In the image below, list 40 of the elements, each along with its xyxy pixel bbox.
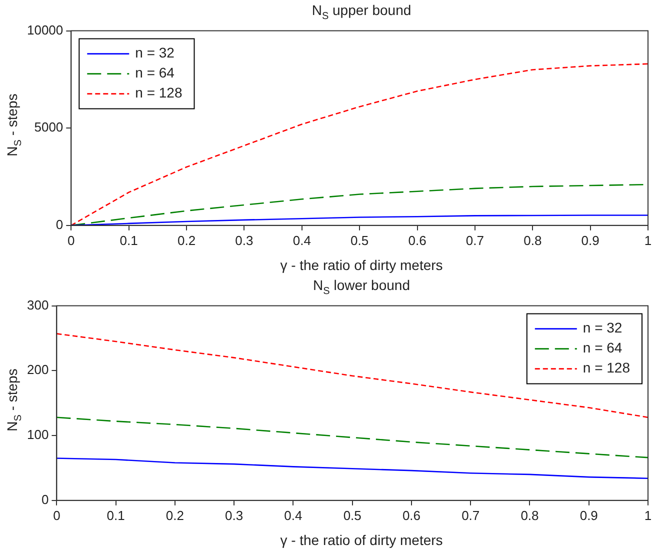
x-tick-label: 0: [68, 232, 75, 248]
y-tick-label: 200: [26, 362, 49, 378]
legend-label: n = 32: [135, 44, 175, 61]
x-tick-label: 0.9: [580, 508, 598, 523]
legend-label: n = 64: [135, 64, 175, 81]
y-tick-label: 0: [56, 216, 64, 232]
x-tick-label: 1: [644, 232, 652, 248]
line-series: [56, 333, 648, 418]
legend-label: n = 128: [135, 84, 182, 101]
x-axis-title: γ - the ratio of dirty meters: [279, 257, 444, 273]
legend-label: n = 32: [582, 320, 622, 336]
x-tick-label: 0.3: [235, 232, 254, 248]
x-tick-label: 0.2: [166, 508, 184, 523]
x-tick-label: 0.9: [581, 232, 600, 248]
chart-title: N$_{S}$ lower bound: [312, 277, 411, 297]
x-axis-title: γ - the ratio of dirty meters: [279, 532, 444, 548]
y-tick-label: 300: [26, 297, 49, 312]
y-tick-label: 0: [41, 492, 49, 507]
legend-label: n = 128: [582, 360, 630, 376]
y-tick-label: 10000: [26, 22, 64, 38]
x-tick-label: 0.8: [520, 508, 539, 523]
legend-label: n = 64: [582, 340, 622, 356]
y-tick-label: 100: [26, 427, 49, 442]
line-series: [56, 416, 648, 458]
x-tick-label: 0.6: [402, 508, 421, 523]
x-tick-label: 0.1: [106, 508, 125, 523]
x-tick-label: 0.2: [177, 232, 196, 248]
x-tick-label: 0.3: [225, 508, 244, 523]
x-tick-label: 0.4: [292, 232, 311, 248]
x-tick-label: 0.7: [466, 232, 484, 248]
x-tick-label: 0.7: [462, 508, 480, 523]
x-tick-label: 0.5: [343, 508, 362, 523]
x-tick-label: 0.5: [350, 232, 369, 248]
x-tick-label: 0.6: [408, 232, 426, 248]
x-tick-label: 0.8: [524, 232, 542, 248]
chart-title: N$_{S}$ upper bound: [310, 2, 412, 22]
x-tick-label: 0.4: [284, 508, 302, 523]
y-tick-label: 5000: [34, 120, 64, 135]
x-tick-label: 1: [644, 508, 652, 523]
x-tick-label: 0.1: [120, 232, 138, 248]
